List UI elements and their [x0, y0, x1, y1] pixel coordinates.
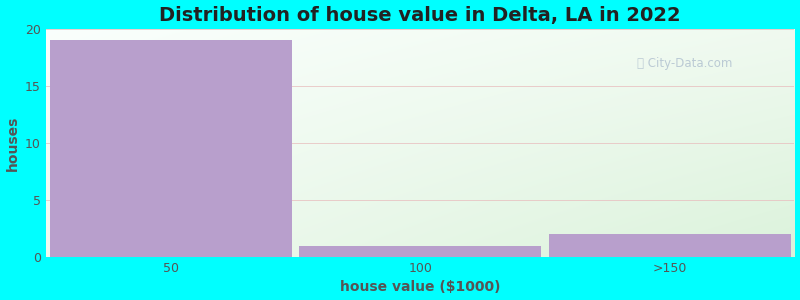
Y-axis label: houses: houses [6, 115, 19, 171]
Bar [549, 234, 790, 257]
Title: Distribution of house value in Delta, LA in 2022: Distribution of house value in Delta, LA… [159, 6, 681, 25]
Bar [299, 246, 541, 257]
Text: ⓘ City-Data.com: ⓘ City-Data.com [638, 57, 733, 70]
X-axis label: house value ($1000): house value ($1000) [340, 280, 500, 294]
Bar [50, 40, 292, 257]
